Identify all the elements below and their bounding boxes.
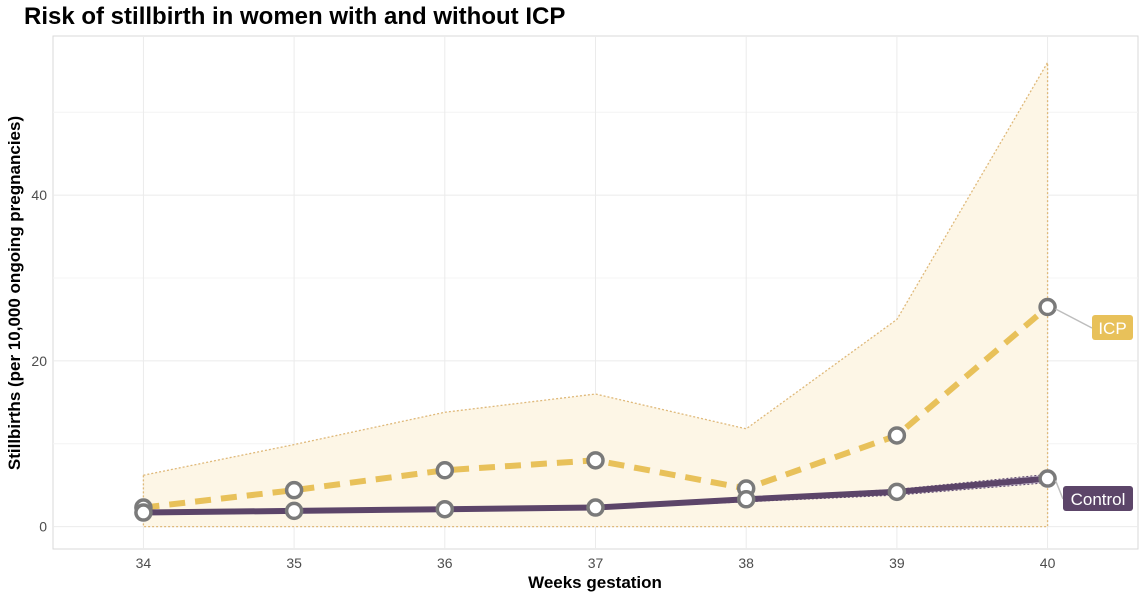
x-tick-label: 38 [738,555,754,571]
x-tick-label: 36 [437,555,453,571]
y-tick-label: 20 [31,353,47,369]
control-point [1038,469,1057,488]
x-tick-label: 39 [889,555,905,571]
icp-point [435,461,455,480]
x-tick-label: 35 [286,555,302,571]
y-tick-labels: 0 20 40 [31,187,47,535]
x-tick-label: 37 [588,555,604,571]
icp-point [887,426,907,445]
control-point [435,499,455,519]
end-label-text: Control [1071,490,1126,509]
end-label-box [1063,486,1133,511]
end-label-box [1092,315,1133,340]
control-point [284,501,304,521]
icp-point [586,451,605,470]
icp-point [1038,297,1057,317]
y-tick-label: 40 [31,187,47,203]
x-tick-label: 34 [136,555,152,571]
chart-title: Risk of stillbirth in women with and wit… [24,3,566,30]
end-label-text: ICP [1098,319,1126,338]
x-tick-labels: 34 35 36 37 38 39 40 [136,555,1056,571]
icp-point [284,480,304,500]
control-point [736,490,756,509]
x-tick-label: 40 [1040,555,1056,571]
end-label-connector [1055,308,1093,329]
y-axis-title: Stillbirths (per 10,000 ongoing pregnanc… [5,116,24,470]
control-point [586,498,605,517]
end-labels: ICP Control [1054,308,1133,511]
x-axis-title: Weeks gestation [528,573,662,592]
icp-confidence-band [142,60,1049,528]
end-label-connector [1054,480,1064,500]
y-tick-label: 0 [39,519,47,535]
series-points [134,297,1057,522]
control-point [134,503,153,522]
control-point [887,482,907,502]
